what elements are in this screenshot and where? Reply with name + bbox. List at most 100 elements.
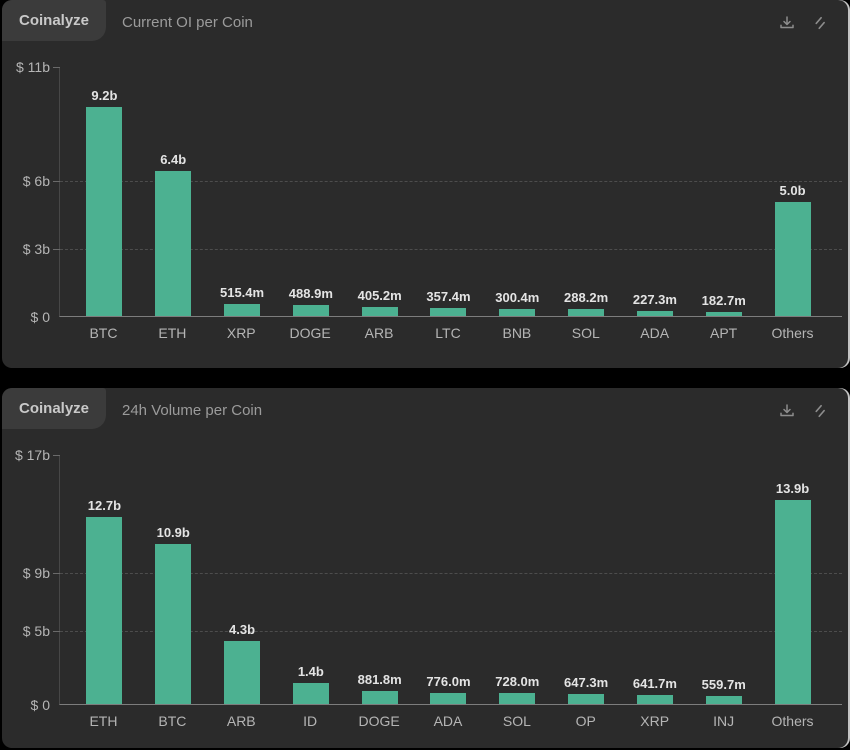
bar-value-label: 881.8m (357, 672, 402, 687)
bar-sol[interactable] (499, 693, 536, 704)
bar-ada[interactable] (636, 311, 673, 316)
bar-ltc[interactable] (430, 308, 467, 316)
bar-slot: 4.3b (208, 622, 277, 704)
bar-slot: 6.4b (139, 152, 208, 316)
bar-btc[interactable] (86, 107, 123, 316)
y-tick-mark (53, 67, 60, 68)
link-icon[interactable] (810, 13, 830, 33)
bar-eth[interactable] (155, 171, 192, 316)
bar-slot: 12.7b (70, 498, 139, 704)
bar-slot: 641.7m (621, 676, 690, 704)
x-tick-label: ETH (158, 325, 187, 341)
y-tick-label: $ 6b (22, 173, 50, 189)
x-axis: BTC ETH XRP DOGE ARB LTC BNB SOL ADA APT Others (59, 325, 842, 345)
bar-slot: 488.9m (276, 286, 345, 316)
bar-sol[interactable] (568, 309, 605, 316)
x-tick-label: XRP (226, 325, 256, 341)
gridline (60, 631, 842, 632)
bar-slot: 300.4m (483, 290, 552, 316)
x-tick-label: ID (303, 713, 318, 729)
bar-slot: 288.2m (552, 290, 621, 316)
bar-value-label: 9.2b (91, 88, 118, 103)
bar-btc[interactable] (155, 544, 192, 704)
bar-xrp[interactable] (224, 304, 261, 316)
bar-value-label: 728.0m (495, 674, 540, 689)
bar-doge[interactable] (292, 305, 329, 316)
bar-value-label: 515.4m (219, 285, 265, 300)
y-tick-label: $ 9b (22, 565, 50, 581)
bar-slot: 357.4m (414, 289, 483, 316)
bar-doge[interactable] (361, 691, 398, 704)
x-tick-label: BNB (502, 325, 532, 341)
plot-area: 9.2b 6.4b 515.4m 488.9m 405.2m 357.4m 300.4m 28… (53, 67, 842, 317)
bar-ada[interactable] (430, 693, 467, 704)
bar-slot: 10.9b (139, 525, 208, 704)
plot-area: 12.7b 10.9b 4.3b 1.4b 881.8m 776.0m 728.0m 647.… (53, 455, 842, 705)
x-tick-label: ETH (89, 713, 118, 729)
x-tick-label: DOGE (358, 713, 400, 729)
y-tick-label: $ 17b (14, 447, 50, 463)
bar-others[interactable] (774, 202, 811, 316)
x-tick-label: XRP (640, 713, 670, 729)
bar-value-label: 357.4m (426, 289, 471, 304)
chart-panel-24h-volume: Coinalyze 24h Volume per Coin $ 17b $ 9b $… (2, 388, 848, 748)
x-tick-label: BTC (89, 325, 118, 341)
bar-slot: 776.0m (414, 674, 483, 704)
bar-bnb[interactable] (499, 309, 536, 316)
y-tick-label: $ 0 (30, 309, 50, 325)
bar-value-label: 488.9m (288, 286, 333, 301)
gridline (60, 573, 842, 574)
x-tick-label: LTC (435, 325, 461, 341)
bar-value-label: 647.3m (564, 675, 609, 690)
bar-apt[interactable] (705, 312, 742, 316)
bar-value-label: 10.9b (156, 525, 190, 540)
x-tick-label: SOL (571, 325, 600, 341)
download-icon[interactable] (777, 13, 797, 33)
bar-slot: 647.3m (552, 675, 621, 704)
bar-op[interactable] (568, 694, 605, 704)
bar-value-label: 776.0m (426, 674, 471, 689)
bar-slot: 559.7m (689, 677, 758, 704)
bar-value-label: 641.7m (632, 676, 677, 691)
chart-panel-current-oi: Coinalyze Current OI per Coin $ 11b $ 6b $… (2, 0, 848, 368)
bars-row: 12.7b 10.9b 4.3b 1.4b 881.8m 776.0m 728.0m 647.… (60, 455, 842, 704)
link-icon[interactable] (810, 401, 830, 421)
x-tick-label: INJ (713, 713, 735, 729)
bars-row: 9.2b 6.4b 515.4m 488.9m 405.2m 357.4m 300.4m 28… (60, 67, 842, 316)
bar-others[interactable] (774, 500, 811, 704)
bar-value-label: 4.3b (229, 622, 256, 637)
bar-arb[interactable] (361, 307, 398, 316)
x-tick-label: BTC (158, 713, 187, 729)
download-icon[interactable] (777, 401, 797, 421)
bar-id[interactable] (292, 683, 329, 704)
x-tick-label: DOGE (289, 325, 331, 341)
y-tick-mark (53, 573, 60, 574)
y-tick-mark (53, 181, 60, 182)
chart-toolbar (777, 401, 830, 421)
bar-eth[interactable] (86, 517, 123, 704)
y-tick-label: $ 3b (22, 241, 50, 257)
x-tick-label: SOL (502, 713, 531, 729)
bar-inj[interactable] (705, 696, 742, 704)
chart-title: Current OI per Coin (122, 13, 253, 31)
coinalyze-logo-badge[interactable]: Coinalyze (2, 0, 107, 41)
y-tick-label: $ 5b (22, 623, 50, 639)
bar-slot: 728.0m (483, 674, 552, 704)
x-axis: ETH BTC ARB ID DOGE ADA SOL OP XRP INJ Others (59, 713, 842, 733)
y-tick-label: $ 11b (16, 59, 50, 75)
bar-xrp[interactable] (636, 695, 673, 704)
bar-slot: 9.2b (70, 88, 139, 316)
x-tick-label: ADA (640, 325, 670, 341)
x-tick-label: Others (771, 713, 814, 729)
bar-slot: 515.4m (208, 285, 277, 316)
bar-slot: 227.3m (621, 292, 690, 316)
x-tick-label: ARB (226, 713, 256, 729)
x-tick-label: OP (575, 713, 596, 729)
y-axis: $ 17b $ 9b $ 5b $ 0 (2, 388, 59, 748)
coinalyze-logo-badge[interactable]: Coinalyze (2, 388, 107, 429)
bar-slot: 13.9b (758, 481, 827, 704)
bar-arb[interactable] (224, 641, 261, 704)
y-tick-mark (53, 249, 60, 250)
bar-slot: 182.7m (689, 293, 758, 316)
bar-slot: 1.4b (276, 664, 345, 704)
